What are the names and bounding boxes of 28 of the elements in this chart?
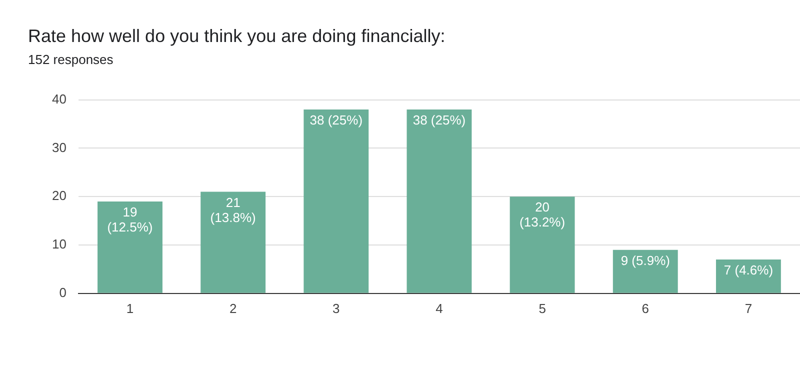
x-tick-label: 1	[126, 300, 134, 316]
bar	[612, 250, 678, 293]
bar	[304, 109, 369, 293]
y-tick-label: 30	[52, 140, 66, 155]
chart-subtitle: 152 responses	[28, 52, 114, 67]
bar	[98, 201, 162, 293]
bar	[716, 260, 781, 293]
data-label: 38 (25%)	[310, 112, 363, 128]
data-label: 7 (4.6%)	[724, 262, 774, 278]
y-tick-label: 10	[52, 236, 66, 252]
bar	[200, 192, 266, 293]
x-tick-label: 3	[332, 300, 340, 316]
bar	[406, 109, 472, 293]
data-label: 38 (25%)	[412, 112, 466, 128]
x-tick-label: 7	[744, 300, 752, 316]
data-label: 9 (5.9%)	[620, 252, 670, 268]
data-label: 20 (13.2%)	[520, 200, 566, 230]
y-tick-label: 0	[59, 284, 66, 300]
data-label: 19 (12.5%)	[107, 204, 153, 235]
y-tick-label: 40	[52, 91, 66, 106]
x-tick-label: 2	[229, 300, 237, 316]
data-label: 21 (13.8%)	[210, 194, 256, 225]
x-tick-label: 5	[538, 300, 546, 316]
chart-title: Rate how well do you think you are doing financially:	[28, 26, 446, 47]
x-tick-label: 6	[642, 300, 649, 316]
y-tick-label: 20	[52, 188, 66, 204]
x-tick-label: 4	[436, 300, 443, 316]
bar	[510, 196, 575, 293]
